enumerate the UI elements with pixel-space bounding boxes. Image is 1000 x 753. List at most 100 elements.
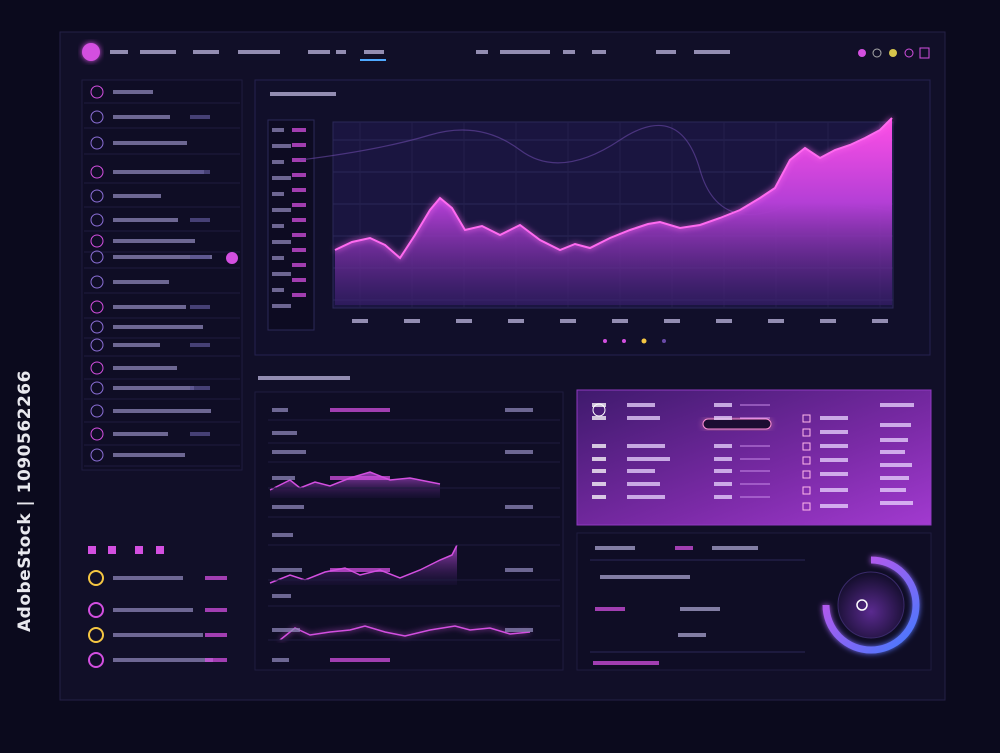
row-icon [90,338,104,352]
row-icon [88,652,104,668]
stats-card-rows [592,403,914,511]
legend-chip [802,470,811,479]
greeked-text [190,343,210,347]
greeked-text [714,495,732,499]
greeked-text [110,50,128,54]
greeked-text [872,319,888,323]
greeked-text [113,239,195,243]
row-icon [90,427,104,441]
greeked-text [352,319,368,323]
greeked-text [190,170,210,174]
greeked-text [272,450,306,454]
greeked-text [272,192,284,196]
greeked-text [113,90,153,94]
mini-area [270,545,457,585]
greeked-text [880,488,906,492]
greeked-text [592,495,606,499]
greeked-text [113,608,193,612]
greeked-text [113,453,185,457]
greeked-text [190,218,210,222]
row-icon [90,189,104,203]
greeked-text [820,504,848,508]
mini-line [269,471,441,491]
row-icon [90,213,104,227]
greeked-text [592,444,606,448]
greeked-text [592,469,606,473]
greeked-text [680,607,720,611]
greeked-text [113,343,160,347]
lines-panel-rows [258,376,560,671]
greeked-text [190,305,210,309]
progress-pill[interactable] [702,418,772,430]
row-icon [88,570,104,586]
greeked-text [258,376,350,380]
greeked-text [820,472,848,476]
badge [226,252,238,264]
row-icon [88,627,104,643]
legend-chip [802,486,811,495]
greeked-text [113,432,168,436]
greeked-text [595,546,635,550]
row-icon [90,85,104,99]
greeked-text [113,633,203,637]
greeked-text [505,568,533,572]
greeked-text [627,469,655,473]
greeked-text [272,288,284,292]
nav-icon[interactable] [872,48,882,58]
greeked-text [292,173,306,177]
greeked-text [190,432,210,436]
watermark: AdobeStock | 1090562266 [15,370,35,632]
nav-icon[interactable] [904,48,914,58]
greeked-text [505,628,533,632]
greeked-text [205,633,227,637]
greeked-text [140,50,176,54]
greeked-text [592,482,606,486]
gauge-knob[interactable] [837,571,905,639]
pager-dot[interactable] [603,339,607,343]
greeked-text [113,366,177,370]
greeked-text [205,608,227,612]
pager-dot[interactable] [641,338,647,344]
greeked-text [272,224,284,228]
greeked-text [113,576,183,580]
greeked-text [364,50,384,54]
greeked-text [593,661,659,665]
nav-icon[interactable] [858,49,866,57]
nav-icon[interactable] [919,47,930,59]
greeked-text [272,568,302,572]
greeked-text [272,240,291,244]
greeked-text [272,533,293,537]
greeked-text [272,144,291,148]
greeked-text [270,92,336,96]
pager-dot[interactable] [662,339,666,343]
greeked-text [716,319,732,323]
nav-icon[interactable] [889,49,897,57]
greeked-text [714,469,732,473]
pager [603,338,666,344]
mini-icon [135,546,143,554]
mini-line [269,544,458,584]
greeked-text [714,403,732,407]
mini-area [270,472,440,498]
greeked-text [820,488,848,492]
greeked-text [272,476,295,480]
greeked-text [675,546,693,550]
greeked-text [678,633,706,637]
greeked-text [714,457,732,461]
pager-dot[interactable] [622,339,626,343]
area-outline [334,117,893,260]
greeked-text [820,416,848,420]
greeked-text [500,50,550,54]
greeked-text [656,50,676,54]
legend-chip [802,414,811,423]
greeked-text [113,409,211,413]
greeked-text [292,158,306,162]
greeked-text [880,463,912,467]
greeked-text [476,50,488,54]
greeked-text [113,115,170,119]
greeked-text [505,505,533,509]
greeked-text [272,658,289,662]
greeked-text [592,403,606,407]
logo[interactable] [82,43,100,61]
